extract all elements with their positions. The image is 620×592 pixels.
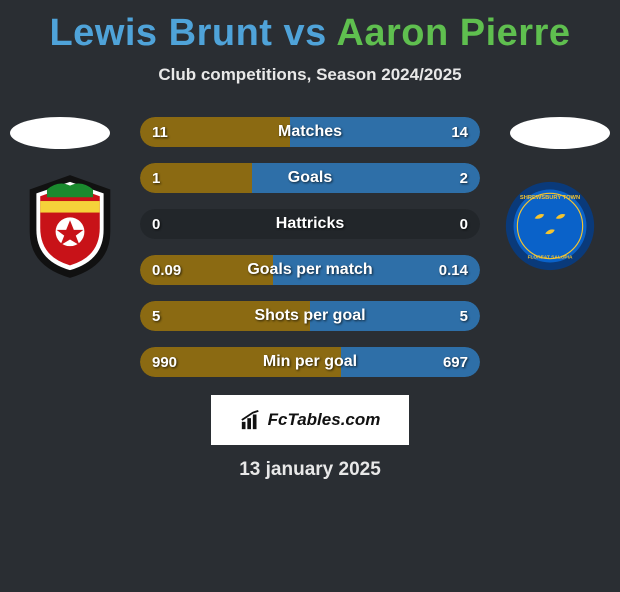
stat-value-left: 0: [152, 216, 160, 233]
flag-right: [510, 117, 610, 149]
stat-row: 0 Hattricks 0: [140, 209, 480, 239]
stat-value-left: 11: [152, 124, 168, 141]
stat-row: 0.09 Goals per match 0.14: [140, 255, 480, 285]
svg-text:SHREWSBURY TOWN: SHREWSBURY TOWN: [520, 195, 580, 201]
stat-value-right: 0: [460, 216, 468, 233]
stat-value-left: 5: [152, 308, 160, 325]
stat-value-right: 14: [451, 124, 468, 141]
stat-value-left: 1: [152, 170, 160, 187]
stat-label: Shots per goal: [254, 307, 365, 325]
subtitle: Club competitions, Season 2024/2025: [0, 65, 620, 85]
chart-icon: [240, 409, 262, 431]
stat-label: Min per goal: [263, 353, 357, 371]
stat-label: Goals: [288, 169, 332, 187]
stat-row: 990 Min per goal 697: [140, 347, 480, 377]
title-right: Aaron Pierre: [336, 12, 570, 54]
stat-value-left: 0.09: [152, 262, 181, 279]
stat-value-right: 5: [460, 308, 468, 325]
stat-row: 11 Matches 14: [140, 117, 480, 147]
title-left: Lewis Brunt: [49, 12, 283, 54]
crest-left: [22, 172, 118, 280]
date-text: 13 january 2025: [0, 459, 620, 481]
title-vs: vs: [284, 12, 337, 54]
stat-row: 5 Shots per goal 5: [140, 301, 480, 331]
brand-text: FcTables.com: [268, 410, 381, 430]
stat-label: Hattricks: [276, 215, 344, 233]
stat-label: Goals per match: [247, 261, 372, 279]
bar-right-fill: [252, 163, 480, 193]
stat-row: 1 Goals 2: [140, 163, 480, 193]
svg-text:FLOREAT SALOPIA: FLOREAT SALOPIA: [528, 255, 573, 261]
stat-value-left: 990: [152, 354, 177, 371]
page-title: Lewis Brunt vs Aaron Pierre: [0, 12, 620, 55]
stat-value-right: 2: [460, 170, 468, 187]
stat-bars: 11 Matches 14 1 Goals 2 0 Hattricks 0 0.09 Goals p…: [140, 117, 480, 377]
brand-badge: FcTables.com: [211, 395, 409, 445]
stat-value-right: 697: [443, 354, 468, 371]
comparison-panel: SHREWSBURY TOWN FLOREAT SALOPIA 11 Matche…: [0, 117, 620, 377]
stat-label: Matches: [278, 123, 342, 141]
flag-left: [10, 117, 110, 149]
crest-right: SHREWSBURY TOWN FLOREAT SALOPIA: [502, 172, 598, 280]
stat-value-right: 0.14: [439, 262, 468, 279]
